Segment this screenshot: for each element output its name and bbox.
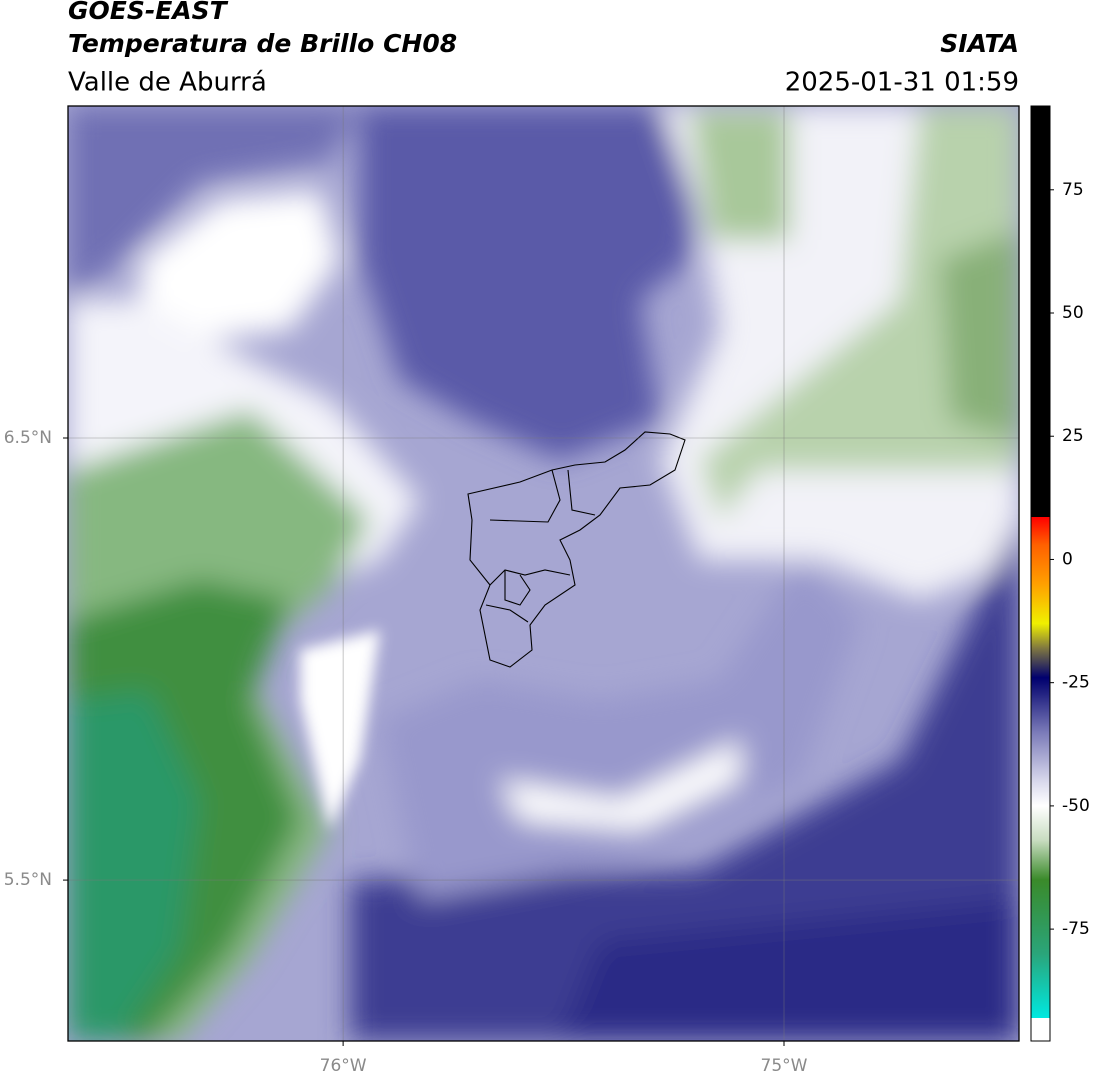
colorbar-tick-label: 50 [1062,303,1084,323]
lon-label: 75°W [761,1056,808,1076]
map-frame [67,105,1020,1042]
colorbar-ticks: 75 50 25 0 -25 -50 -75 [1050,180,1090,939]
colorbar [1030,105,1051,1042]
colorbar-tick-label: 0 [1062,549,1073,569]
colorbar-tick-label: -50 [1062,796,1090,816]
colorbar-tick-label: -75 [1062,919,1090,939]
colorbar-tick-label: -25 [1062,673,1090,693]
region: Valle de Aburrá [68,68,267,98]
colorbar-tick-label: 75 [1062,180,1084,200]
geo-labels: 76°W 75°W 6.5°N 5.5°N [4,428,808,1076]
lat-label: 6.5°N [4,428,52,448]
colorbar-tick-label: 25 [1062,426,1084,446]
source: SIATA [940,29,1019,58]
title: GOES-EAST [68,0,229,25]
graticule [68,106,1019,1041]
datetime: 2025-01-31 01:59 [785,68,1019,98]
subtitle: Temperatura de Brillo CH08 [68,29,457,58]
lon-label: 76°W [320,1056,367,1076]
lat-label: 5.5°N [4,870,52,890]
municipal-boundaries [467,431,686,668]
satellite-field [68,106,1019,1041]
